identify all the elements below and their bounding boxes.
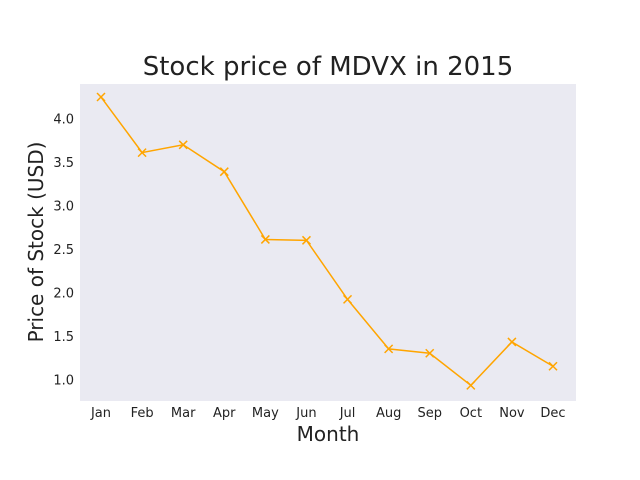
data-point-marker (425, 348, 435, 358)
y-tick-label: 1.5 (53, 330, 74, 345)
x-tick-label: Feb (131, 406, 154, 421)
data-point-marker (507, 337, 517, 347)
series-layer (96, 92, 558, 390)
x-tick-label: Mar (171, 406, 196, 421)
y-tick-label: 2.5 (53, 243, 74, 258)
y-tick-label: 2.0 (53, 286, 74, 301)
x-tick-label: Jul (339, 406, 356, 421)
x-tick-label: Oct (460, 406, 482, 421)
y-tick-label: 3.0 (53, 200, 74, 215)
data-point-marker (343, 294, 353, 304)
data-point-marker (301, 235, 311, 245)
y-tick-label: 4.0 (53, 113, 74, 128)
data-point-marker (384, 344, 394, 354)
data-point-marker (219, 167, 229, 177)
chart-title: Stock price of MDVX in 2015 (143, 52, 514, 82)
data-point-marker (178, 140, 188, 150)
x-tick-label: Jun (295, 406, 316, 421)
data-point-marker (96, 92, 106, 102)
data-point-marker (466, 380, 476, 390)
x-tick-label: May (252, 406, 279, 421)
series-line (100, 96, 554, 387)
x-tick-label: Sep (417, 406, 442, 421)
y-axis-label: Price of Stock (USD) (24, 142, 48, 343)
x-axis-ticks: Jan Feb Mar Apr May Jun Jul Aug Sep Oct Nov Dec (90, 406, 566, 421)
plot-area (80, 84, 576, 401)
x-tick-label: Jan (90, 406, 111, 421)
x-axis-label: Month (297, 422, 360, 446)
data-point-marker (548, 361, 558, 371)
y-axis-ticks: 1.0 1.5 2.0 2.5 3.0 3.5 4.0 (53, 113, 74, 389)
y-tick-label: 1.0 (53, 373, 74, 388)
data-point-marker (137, 148, 147, 158)
x-tick-label: Aug (376, 406, 401, 421)
x-tick-label: Nov (499, 406, 525, 421)
y-tick-label: 3.5 (53, 156, 74, 171)
x-tick-label: Dec (540, 406, 565, 421)
x-tick-label: Apr (213, 406, 236, 421)
data-point-marker (260, 234, 270, 244)
